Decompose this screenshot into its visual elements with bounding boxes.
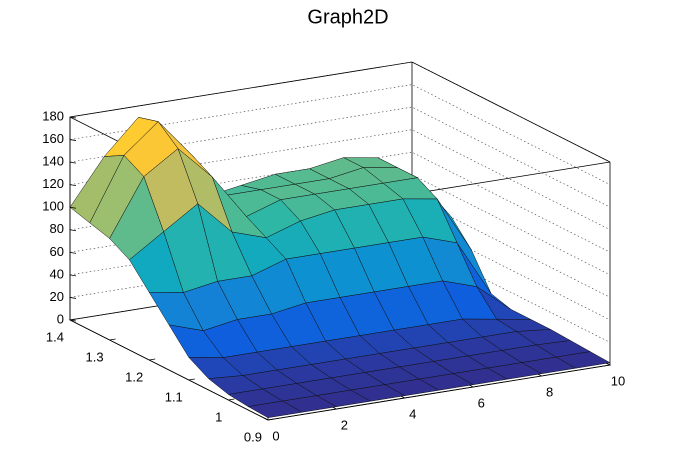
y-axis bbox=[69, 319, 269, 421]
z-tick bbox=[69, 206, 77, 209]
x-tick bbox=[469, 384, 474, 388]
z-tick-label: 80 bbox=[50, 221, 64, 236]
z-tick bbox=[69, 251, 77, 254]
z-tick-label: 0 bbox=[57, 311, 64, 326]
z-tick bbox=[69, 319, 77, 322]
y-tick bbox=[228, 398, 235, 401]
y-tick-label: 1.1 bbox=[165, 389, 183, 404]
y-tick-label: 1.3 bbox=[86, 349, 104, 364]
x-tick-label: 6 bbox=[478, 395, 485, 410]
y-tick bbox=[109, 338, 116, 341]
z-tick-label: 20 bbox=[50, 289, 64, 304]
z-tick bbox=[69, 116, 77, 119]
z-tick-label: 60 bbox=[50, 244, 64, 259]
y-tick-label: 1.2 bbox=[125, 369, 143, 384]
x-tick-label: 8 bbox=[546, 384, 553, 399]
y-tick bbox=[188, 378, 195, 381]
z-tick bbox=[69, 139, 77, 141]
z-tick-label: 140 bbox=[42, 154, 64, 169]
z-tick bbox=[69, 274, 77, 277]
x-tick bbox=[263, 417, 269, 421]
y-tick-label: 0.9 bbox=[244, 429, 262, 444]
x-tick bbox=[605, 362, 611, 366]
x-tick bbox=[537, 373, 542, 377]
z-tick bbox=[69, 184, 77, 187]
z-tick-label: 100 bbox=[42, 199, 64, 214]
y-tick-label: 1 bbox=[215, 409, 222, 424]
x-tick-label: 4 bbox=[409, 406, 416, 421]
z-tick-label: 180 bbox=[42, 108, 64, 123]
z-tick bbox=[69, 161, 77, 164]
z-tick bbox=[69, 297, 77, 299]
x-tick bbox=[400, 395, 405, 399]
surface-cell bbox=[247, 400, 303, 418]
x-axis bbox=[267, 364, 611, 421]
x-tick-label: 2 bbox=[341, 417, 348, 432]
z-tick-label: 120 bbox=[42, 176, 64, 191]
z-tick-label: 160 bbox=[42, 131, 64, 146]
x-tick-label: 0 bbox=[272, 428, 279, 443]
y-tick bbox=[267, 418, 275, 421]
y-tick-label: 1.4 bbox=[46, 329, 64, 344]
y-tick bbox=[149, 358, 156, 361]
x-tick bbox=[332, 406, 337, 410]
z-tick-label: 40 bbox=[50, 266, 64, 281]
x-tick-label: 10 bbox=[611, 373, 625, 388]
z-tick bbox=[69, 229, 77, 232]
chart-title: Graph2D bbox=[307, 6, 388, 28]
